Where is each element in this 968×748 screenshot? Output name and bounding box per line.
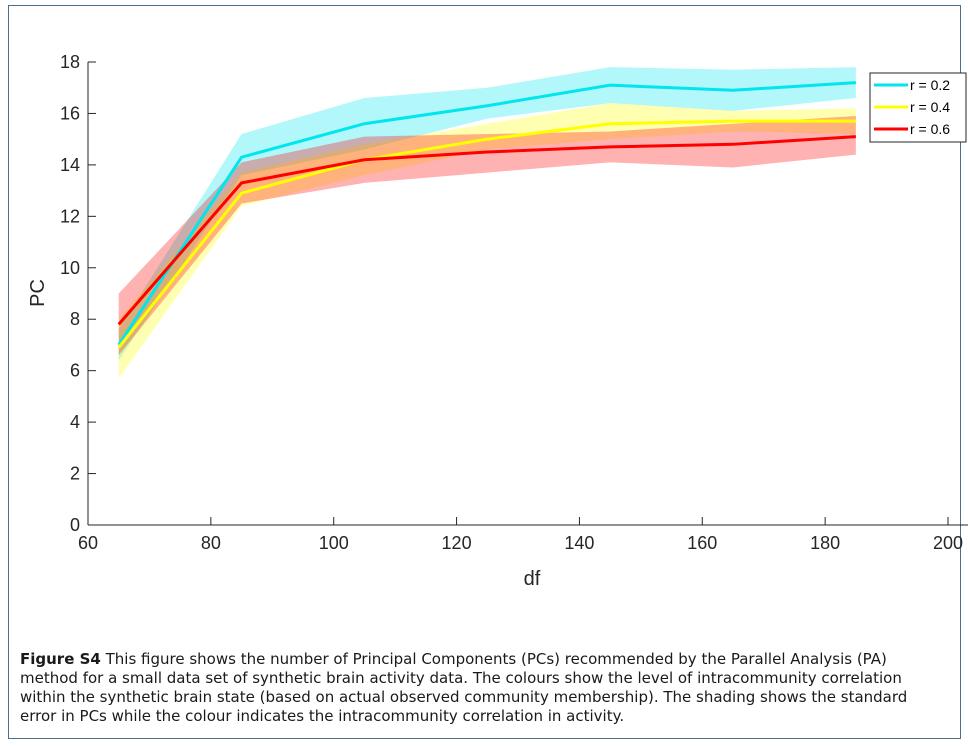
legend-label: r = 0.2 xyxy=(910,77,950,93)
caption-text: This figure shows the number of Principa… xyxy=(20,650,908,725)
legend-label: r = 0.6 xyxy=(910,121,950,137)
figure-frame xyxy=(8,5,961,739)
error-bands xyxy=(118,67,856,379)
figure-caption: Figure S4 This figure shows the number o… xyxy=(20,650,920,726)
x-tick-label: 160 xyxy=(687,533,717,553)
y-tick-label: 8 xyxy=(70,309,80,329)
line-series-3 xyxy=(117,135,856,326)
legend-label: r = 0.4 xyxy=(910,99,950,115)
x-tick-label: 80 xyxy=(201,533,221,553)
y-axis-label: PC xyxy=(27,279,49,307)
y-tick-label: 2 xyxy=(70,464,80,484)
y-ticks: 0 2 4 6 8 10 12 14 16 18 xyxy=(60,52,96,535)
axes xyxy=(87,62,968,526)
line-chart: 60 80 100 120 140 160 180 200 0 2 4 6 8 10 12 14 16 18 d… xyxy=(27,52,968,590)
x-tick-label: 60 xyxy=(78,533,98,553)
y-tick-label: 6 xyxy=(70,361,80,381)
y-tick-label: 18 xyxy=(60,52,80,72)
x-tick-label: 140 xyxy=(564,533,594,553)
line-series-1 xyxy=(117,81,856,346)
x-axis-label: df xyxy=(524,568,541,590)
series-lines xyxy=(117,81,856,349)
caption-label: Figure S4 xyxy=(20,650,101,668)
x-tick-label: 200 xyxy=(933,533,963,553)
line-series-2 xyxy=(117,119,856,349)
y-tick-label: 0 xyxy=(70,515,80,535)
y-tick-label: 4 xyxy=(70,412,80,432)
y-tick-label: 14 xyxy=(60,155,80,175)
legend: r = 0.2 r = 0.4 r = 0.6 xyxy=(869,72,967,143)
y-tick-label: 12 xyxy=(60,206,80,226)
x-tick-label: 120 xyxy=(442,533,472,553)
x-tick-label: 100 xyxy=(319,533,349,553)
x-tick-label: 180 xyxy=(810,533,840,553)
y-tick-label: 10 xyxy=(60,258,80,278)
y-tick-label: 16 xyxy=(60,103,80,123)
x-ticks: 60 80 100 120 140 160 180 200 xyxy=(78,517,963,553)
